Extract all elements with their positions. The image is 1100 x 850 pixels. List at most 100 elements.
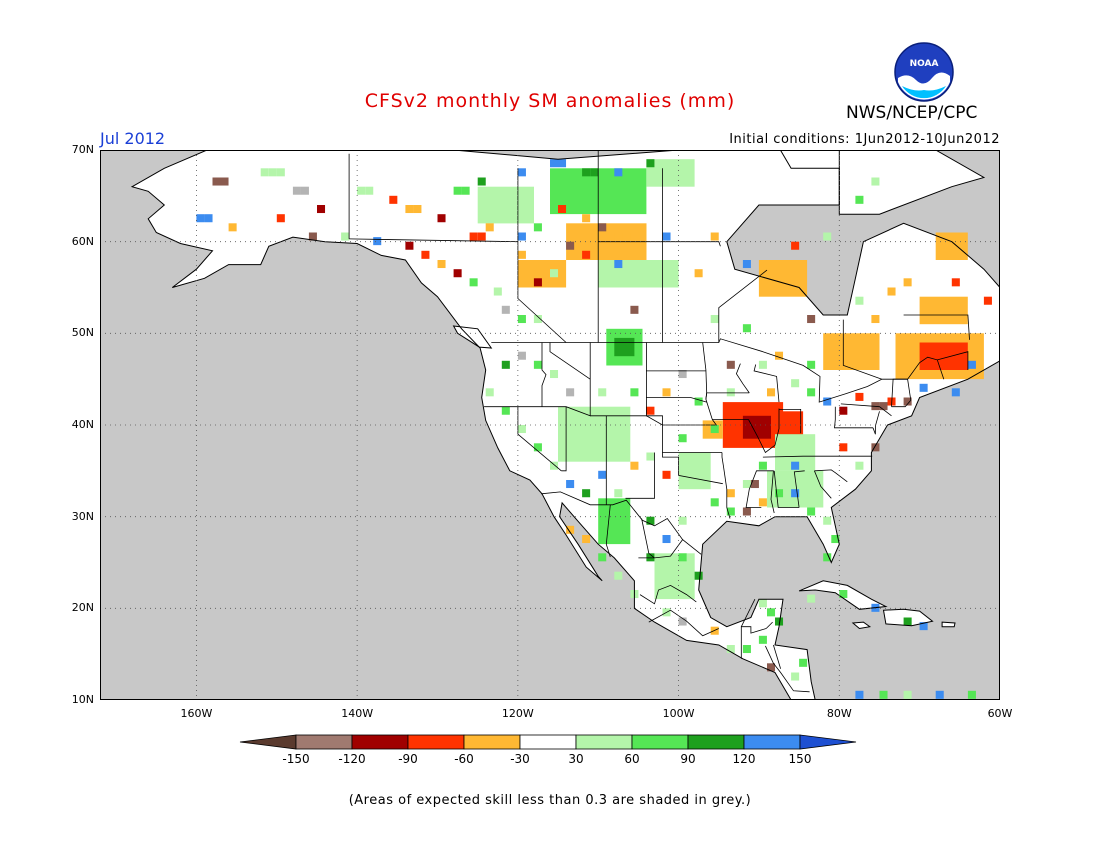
anomaly-cell — [341, 232, 350, 241]
anomaly-cell — [903, 690, 912, 699]
border-line — [705, 392, 750, 420]
anomaly-cell — [967, 690, 976, 699]
border-line — [903, 314, 970, 340]
anomaly-cell — [726, 360, 735, 369]
border-line — [937, 351, 969, 370]
anomaly-cell — [550, 159, 559, 168]
anomaly-cell — [823, 516, 832, 525]
anomaly-cell — [775, 351, 784, 360]
anomaly-cell — [517, 425, 526, 434]
border-line — [753, 364, 780, 403]
anomaly-cell — [839, 590, 848, 599]
anomaly-cell — [839, 406, 848, 415]
anomaly-cell — [678, 617, 687, 626]
border-line — [773, 470, 800, 508]
border-line — [648, 609, 719, 637]
anomaly-cell — [758, 360, 767, 369]
border-line — [735, 363, 750, 394]
anomaly-cell — [710, 498, 719, 507]
colorbar-label: -120 — [338, 752, 366, 766]
noaa-logo: NOAA — [894, 42, 954, 102]
anomaly-cell — [533, 360, 542, 369]
border-line — [541, 491, 702, 555]
anomaly-region — [919, 296, 968, 325]
anomaly-cell — [726, 645, 735, 654]
agency-label: NWS/NCEP/CPC — [846, 103, 978, 123]
anomaly-cell — [742, 480, 751, 489]
anomaly-cell — [726, 388, 735, 397]
lon-label: 120W — [501, 707, 534, 720]
border-line — [872, 411, 880, 435]
anomaly-cell — [919, 622, 928, 631]
lon-label: 80W — [826, 707, 852, 720]
anomaly-cell — [678, 434, 687, 443]
anomaly-cell — [726, 489, 735, 498]
anomaly-cell — [614, 260, 623, 269]
anomaly-cell — [558, 205, 567, 214]
anomaly-cell — [614, 489, 623, 498]
lon-label: 140W — [341, 707, 374, 720]
anomaly-cell — [823, 232, 832, 241]
anomaly-cell — [694, 397, 703, 406]
anomaly-cell — [453, 186, 462, 195]
forecast-month: Jul 2012 — [100, 129, 166, 148]
lat-label: 10N — [71, 693, 94, 706]
anomaly-cell — [598, 553, 607, 562]
soil-moisture-map — [100, 150, 1000, 700]
colorbar-label: 120 — [732, 752, 756, 766]
anomaly-cell — [501, 305, 510, 314]
border-line — [814, 470, 832, 499]
anomaly-cell — [501, 360, 510, 369]
anomaly-cell — [646, 553, 655, 562]
border-line — [598, 241, 721, 247]
anomaly-cell — [807, 360, 816, 369]
anomaly-cell — [300, 186, 309, 195]
skill-note: (Areas of expected skill less than 0.3 a… — [348, 793, 752, 808]
anomaly-cell — [831, 535, 840, 544]
anomaly-cell — [799, 658, 808, 667]
land-baffin-island — [780, 150, 984, 215]
lon-label: 60W — [987, 707, 1013, 720]
anomaly-cell — [533, 443, 542, 452]
colorbar-swatch — [631, 734, 689, 750]
anomaly-cell — [582, 535, 591, 544]
anomaly-cell — [566, 388, 575, 397]
anomaly-cell — [260, 168, 269, 177]
anomaly-cell — [694, 571, 703, 580]
anomaly-cell — [742, 507, 751, 516]
anomaly-cell — [694, 470, 703, 479]
coastline-puerto-rico — [941, 621, 956, 628]
anomaly-cell — [791, 461, 800, 470]
anomaly-cell — [533, 223, 542, 232]
anomaly-cell — [437, 260, 446, 269]
border-line — [793, 470, 805, 508]
anomaly-cell — [566, 480, 575, 489]
anomaly-cell — [453, 269, 462, 278]
border-line — [491, 338, 945, 403]
anomaly-cell — [485, 388, 494, 397]
anomaly-cell — [791, 672, 800, 681]
anomaly-cell — [662, 388, 671, 397]
anomaly-region — [598, 498, 631, 545]
anomaly-cell — [308, 232, 317, 241]
colorbar-swatch — [687, 734, 745, 750]
colorbar-label: 30 — [568, 752, 584, 766]
anomaly-cell — [871, 443, 880, 452]
border-line — [762, 455, 873, 458]
anomaly-cell — [646, 406, 655, 415]
anomaly-cell — [582, 250, 591, 259]
anomaly-cell — [212, 177, 221, 186]
anomaly-cell — [791, 379, 800, 388]
coastline-north-america — [130, 150, 1000, 700]
border-line — [773, 644, 781, 669]
anomaly-cell — [710, 232, 719, 241]
anomaly-cell — [630, 305, 639, 314]
anomaly-cell — [317, 205, 326, 214]
anomaly-cell — [550, 461, 559, 470]
anomaly-cell — [967, 360, 976, 369]
anomaly-cell — [823, 397, 832, 406]
anomaly-cell — [855, 392, 864, 401]
anomaly-cell — [951, 278, 960, 287]
border-line — [646, 342, 722, 453]
anomaly-cell — [614, 571, 623, 580]
